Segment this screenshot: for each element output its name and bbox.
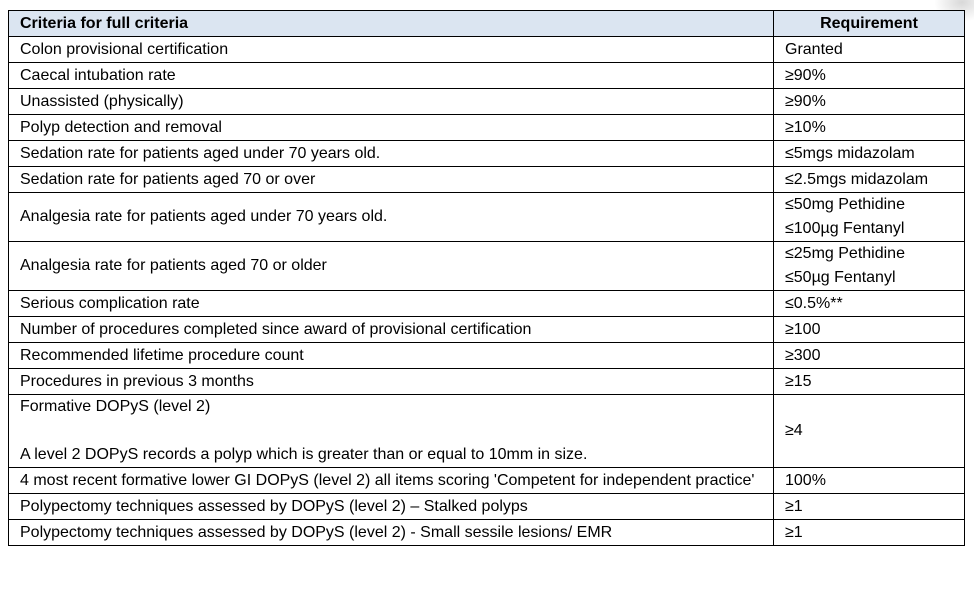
requirement-cell-line: ≤2.5mgs midazolam xyxy=(785,170,929,188)
table-row: Recommended lifetime procedure count ≥300 xyxy=(8,342,965,369)
criteria-cell: Unassisted (physically) xyxy=(8,88,774,115)
requirement-cell: ≤0.5%** xyxy=(773,290,965,317)
requirement-cell-line: ≤50mg Pethidine xyxy=(785,196,905,213)
table-row: Analgesia rate for patients aged under 7… xyxy=(8,192,965,242)
criteria-cell: Formative DOPyS (level 2) A level 2 DOPyS… xyxy=(8,394,774,468)
table-row: 4 most recent formative lower GI DOPyS (… xyxy=(8,467,965,494)
criteria-cell-line: Sedation rate for patients aged 70 or ov… xyxy=(20,170,316,188)
table-row: Serious complication rate ≤0.5%** xyxy=(8,290,965,317)
criteria-cell-line: Recommended lifetime procedure count xyxy=(20,346,304,364)
requirement-cell-line: ≥1 xyxy=(785,497,803,515)
table-row: Sedation rate for patients aged under 70… xyxy=(8,140,965,167)
requirement-cell-line: Granted xyxy=(785,40,843,58)
criteria-cell-line: Serious complication rate xyxy=(20,294,200,312)
requirement-cell-line: ≤100µg Fentanyl xyxy=(785,220,905,237)
requirement-cell: ≤50mg Pethidine ≤100µg Fentanyl xyxy=(773,192,965,242)
requirement-cell: ≥10% xyxy=(773,114,965,141)
criteria-cell: Procedures in previous 3 months xyxy=(8,368,774,395)
requirement-cell-line: ≥15 xyxy=(785,372,812,390)
criteria-cell-line: 4 most recent formative lower GI DOPyS (… xyxy=(20,471,755,489)
requirement-cell-line: 100% xyxy=(785,471,826,489)
table-row: Polypectomy techniques assessed by DOPyS… xyxy=(8,519,965,546)
table-row: Caecal intubation rate ≥90% xyxy=(8,62,965,89)
requirement-cell-line: ≥100 xyxy=(785,320,821,338)
criteria-cell-line: Sedation rate for patients aged under 70… xyxy=(20,144,381,162)
criteria-cell-line: Polypectomy techniques assessed by DOPyS… xyxy=(20,497,528,515)
table-row: Colon provisional certification Granted xyxy=(8,36,965,63)
requirement-cell: ≥4 xyxy=(773,394,965,468)
criteria-cell: Sedation rate for patients aged under 70… xyxy=(8,140,774,167)
table-row: Formative DOPyS (level 2) A level 2 DOPyS… xyxy=(8,394,965,468)
criteria-cell: Sedation rate for patients aged 70 or ov… xyxy=(8,166,774,193)
header-requirement: Requirement xyxy=(773,10,965,37)
criteria-cell: Recommended lifetime procedure count xyxy=(8,342,774,369)
requirement-cell-line: ≤0.5%** xyxy=(785,294,843,312)
criteria-cell-line: Formative DOPyS (level 2) xyxy=(20,398,211,415)
requirement-cell: ≥100 xyxy=(773,316,965,343)
requirement-cell: 100% xyxy=(773,467,965,494)
requirement-cell-line: ≥90% xyxy=(785,66,826,84)
criteria-cell-line: Analgesia rate for patients aged 70 or o… xyxy=(20,257,327,274)
requirement-cell: ≤5mgs midazolam xyxy=(773,140,965,167)
requirement-cell-line: ≥1 xyxy=(785,523,803,541)
requirement-cell-line: ≥90% xyxy=(785,92,826,110)
criteria-cell-line: A level 2 DOPyS records a polyp which is… xyxy=(20,446,588,463)
criteria-cell: Serious complication rate xyxy=(8,290,774,317)
table-row: Number of procedures completed since awa… xyxy=(8,316,965,343)
header-criteria: Criteria for full criteria xyxy=(8,10,774,37)
criteria-cell: Analgesia rate for patients aged 70 or o… xyxy=(8,241,774,291)
requirement-cell: ≥300 xyxy=(773,342,965,369)
requirement-cell: ≥15 xyxy=(773,368,965,395)
requirement-cell-line: ≤50µg Fentanyl xyxy=(785,269,896,286)
criteria-cell-line: Polyp detection and removal xyxy=(20,118,222,136)
table-row: Unassisted (physically) ≥90% xyxy=(8,88,965,115)
criteria-table: Criteria for full criteria Requirement C… xyxy=(8,10,965,546)
requirement-cell-line: ≥4 xyxy=(785,422,803,439)
criteria-cell: Polypectomy techniques assessed by DOPyS… xyxy=(8,519,774,546)
requirement-cell: Granted xyxy=(773,36,965,63)
criteria-cell: Polyp detection and removal xyxy=(8,114,774,141)
requirement-cell-line: ≥10% xyxy=(785,118,826,136)
header-row: Criteria for full criteria Requirement xyxy=(8,10,965,37)
criteria-cell-line: Colon provisional certification xyxy=(20,40,229,58)
requirement-cell: ≥90% xyxy=(773,62,965,89)
criteria-cell: 4 most recent formative lower GI DOPyS (… xyxy=(8,467,774,494)
requirement-cell-line: ≥300 xyxy=(785,346,821,364)
requirement-cell: ≥90% xyxy=(773,88,965,115)
requirement-cell-line: ≤5mgs midazolam xyxy=(785,144,915,162)
criteria-cell: Analgesia rate for patients aged under 7… xyxy=(8,192,774,242)
criteria-cell-line: Procedures in previous 3 months xyxy=(20,372,254,390)
criteria-cell-line: Caecal intubation rate xyxy=(20,66,176,84)
table-row: Procedures in previous 3 months ≥15 xyxy=(8,368,965,395)
requirement-cell: ≤25mg Pethidine ≤50µg Fentanyl xyxy=(773,241,965,291)
criteria-cell: Number of procedures completed since awa… xyxy=(8,316,774,343)
criteria-cell-line: Polypectomy techniques assessed by DOPyS… xyxy=(20,523,613,541)
criteria-cell: Caecal intubation rate xyxy=(8,62,774,89)
table-row: Polyp detection and removal ≥10% xyxy=(8,114,965,141)
criteria-cell: Polypectomy techniques assessed by DOPyS… xyxy=(8,493,774,520)
criteria-cell: Colon provisional certification xyxy=(8,36,774,63)
requirement-cell-line: ≤25mg Pethidine xyxy=(785,245,905,262)
criteria-cell-line: Number of procedures completed since awa… xyxy=(20,320,532,338)
criteria-cell-line: Analgesia rate for patients aged under 7… xyxy=(20,208,388,225)
requirement-cell: ≥1 xyxy=(773,519,965,546)
table-row: Sedation rate for patients aged 70 or ov… xyxy=(8,166,965,193)
requirement-cell: ≤2.5mgs midazolam xyxy=(773,166,965,193)
requirement-cell: ≥1 xyxy=(773,493,965,520)
table-row: Analgesia rate for patients aged 70 or o… xyxy=(8,241,965,291)
criteria-cell-line xyxy=(20,419,762,443)
table-row: Polypectomy techniques assessed by DOPyS… xyxy=(8,493,965,520)
criteria-cell-line: Unassisted (physically) xyxy=(20,92,184,110)
